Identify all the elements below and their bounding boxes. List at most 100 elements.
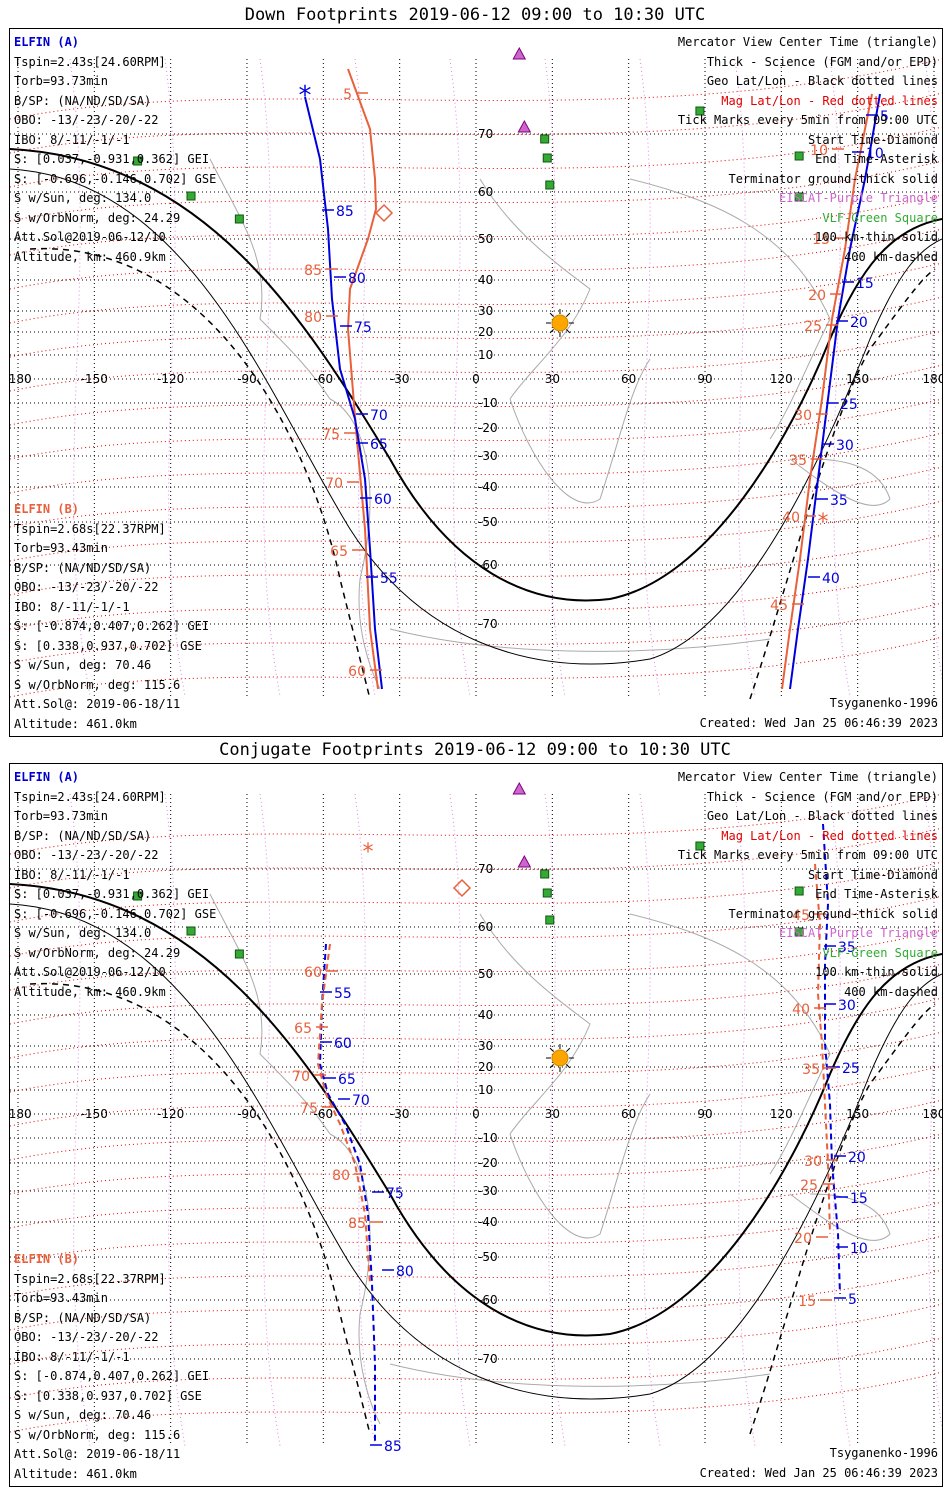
elfin-b-tick-label: 35 bbox=[802, 1062, 820, 1078]
elfin-a-info: ELFIN (A) Tspin=2.43s[24.60RPM] Torb=93.… bbox=[14, 33, 216, 267]
terminator-ground bbox=[10, 883, 942, 1337]
terminator bbox=[10, 883, 942, 1435]
lat-tick-label: 30 bbox=[478, 304, 493, 318]
lon-tick-label: 180 bbox=[923, 1107, 942, 1121]
elfin-a-label: ELFIN (A) bbox=[14, 35, 80, 49]
end-asterisk-icon: * bbox=[299, 81, 312, 111]
mag-parallel bbox=[10, 1167, 942, 1229]
elfin-a-track bbox=[789, 93, 881, 690]
mag-parallel bbox=[10, 296, 942, 358]
coastline bbox=[209, 893, 331, 1135]
elfin-b-altitude: Altitude: 461.0km bbox=[14, 716, 137, 731]
sun-ray bbox=[565, 1064, 571, 1069]
elfin-a-tick-label: 25 bbox=[842, 1061, 860, 1077]
elfin-a-tick-label: 35 bbox=[830, 493, 848, 509]
mag-parallel bbox=[10, 602, 942, 664]
geo-grid bbox=[10, 59, 942, 696]
sun-ray bbox=[549, 312, 554, 317]
elfin-a-tick-label: 75 bbox=[354, 320, 372, 336]
vlf-square-icon bbox=[545, 915, 555, 925]
vlf-square-icon bbox=[133, 891, 143, 901]
elfin-b-line: IBO: 8/-11/-1/-1 bbox=[14, 1349, 130, 1364]
sun-ray bbox=[565, 312, 571, 317]
elfin-a-tick-label: 65 bbox=[370, 437, 388, 453]
legend: Mercator View Center Time (triangle) Thi… bbox=[678, 33, 938, 267]
elfin-a-line: Att.Sol@2019-06-12/10 bbox=[14, 230, 166, 244]
elfin-a-tick-label: 15 bbox=[850, 1191, 868, 1207]
lat-tick-label: -10 bbox=[478, 1131, 498, 1145]
legend-item: Tick Marks every 5min from 09:00 UTC bbox=[677, 848, 938, 862]
lon-tick-label: 120 bbox=[770, 372, 793, 386]
elfin-b-tick-label: 15 bbox=[812, 232, 830, 248]
mag-parallel bbox=[10, 636, 942, 698]
elfin-a-tick-label: 85 bbox=[384, 1439, 402, 1455]
terminator-100km bbox=[10, 168, 942, 665]
sun-icon bbox=[545, 309, 574, 337]
map-canvas: -180-150-120-90-60-300306090120150180706… bbox=[10, 46, 942, 700]
mag-parallel bbox=[10, 1065, 942, 1127]
sun-ray bbox=[565, 329, 571, 334]
legend-item: 400 km-dashed bbox=[844, 249, 938, 264]
vlf-square-icon bbox=[540, 134, 550, 144]
mag-meridian bbox=[924, 58, 942, 682]
mag-meridian bbox=[544, 793, 566, 1447]
elfin-b-line: OBO: -13/-23/-20/-22 bbox=[14, 1330, 159, 1344]
elfin-b-tick-label: 80 bbox=[332, 1168, 350, 1184]
elfin-b-tick-label: 60 bbox=[304, 965, 322, 981]
lat-tick-label: -70 bbox=[478, 1352, 498, 1366]
mag-meridian bbox=[544, 58, 566, 697]
elfin-a-track bbox=[822, 823, 841, 1295]
mag-meridian bbox=[829, 793, 851, 1447]
elfin-b-tick-label: 40 bbox=[782, 510, 800, 526]
lon-tick-label: -120 bbox=[157, 372, 184, 386]
vlf-square-icon bbox=[542, 153, 552, 163]
elfin-b-line: Torb=93.43min bbox=[14, 541, 108, 555]
lon-tick-label: -60 bbox=[314, 1107, 334, 1121]
legend-item: Terminator ground-thick solid bbox=[728, 171, 938, 186]
lat-tick-label: 20 bbox=[478, 1060, 493, 1074]
created-label: Created: Wed Jan 25 06:46:39 2023 bbox=[699, 1466, 938, 1480]
vlf-square-icon bbox=[794, 151, 804, 161]
legend-item: EISCAT-Purple Triangle bbox=[779, 926, 938, 940]
elfin-a-tick-label: 80 bbox=[396, 1264, 414, 1280]
lat-tick-label: 10 bbox=[478, 348, 493, 362]
lat-tick-label: 40 bbox=[478, 1008, 493, 1022]
lat-tick-label: -20 bbox=[478, 1156, 498, 1170]
legend-item: Mercator View Center Time (triangle) bbox=[677, 35, 938, 49]
lon-tick-label: -150 bbox=[81, 1107, 108, 1121]
elfin-b-track bbox=[316, 943, 371, 1285]
mag-parallel bbox=[10, 929, 942, 991]
elfin-b-line: B/SP: (NA/ND/SD/SA) bbox=[14, 560, 152, 575]
terminator-400km bbox=[749, 1003, 936, 1435]
legend: Mercator View Center Time (triangle) Thi… bbox=[678, 768, 938, 1002]
lon-tick-label: 60 bbox=[621, 1107, 636, 1121]
legend-item: Geo Lat/Lon - Black dotted lines bbox=[706, 809, 938, 823]
mag-grid bbox=[10, 58, 942, 698]
elfin-b-tick-label: 85 bbox=[304, 263, 322, 279]
mag-parallel bbox=[10, 997, 942, 1059]
vlf-square-icon bbox=[186, 926, 196, 936]
elfin-a-tick-label: 85 bbox=[336, 204, 354, 220]
lat-tick-label: -50 bbox=[478, 1250, 498, 1264]
lat-tick-label: 50 bbox=[478, 232, 493, 246]
elfin-a-line: S w/Sun, deg: 134.0 bbox=[14, 926, 152, 940]
lon-tick-label: -30 bbox=[390, 372, 410, 386]
elfin-a-tick-label: 5 bbox=[880, 109, 889, 125]
lat-tick-label: -30 bbox=[478, 449, 498, 463]
elfin-a-line: IBO: 8/-11/-1/-1 bbox=[14, 132, 130, 147]
mag-parallel bbox=[10, 330, 942, 392]
mag-parallel bbox=[10, 194, 942, 256]
eiscat-triangle-icon bbox=[512, 781, 527, 795]
lon-tick-label: 30 bbox=[545, 372, 560, 386]
mag-parallel bbox=[10, 466, 942, 528]
lat-tick-label: -30 bbox=[478, 1184, 498, 1198]
elfin-b-line: B/SP: (NA/ND/SD/SA) bbox=[14, 1310, 152, 1325]
elfin-b-tick-label: 65 bbox=[330, 544, 348, 560]
elfin-a-line: Torb=93.73min bbox=[14, 809, 108, 823]
lat-tick-label: -10 bbox=[478, 396, 498, 410]
lon-tick-label: -180 bbox=[10, 1107, 32, 1121]
mag-parallel bbox=[10, 568, 942, 630]
start-diamond-icon bbox=[452, 878, 472, 898]
eiscat-triangle-icon bbox=[517, 854, 532, 868]
elfin-b-tick-label: 20 bbox=[794, 1231, 812, 1247]
